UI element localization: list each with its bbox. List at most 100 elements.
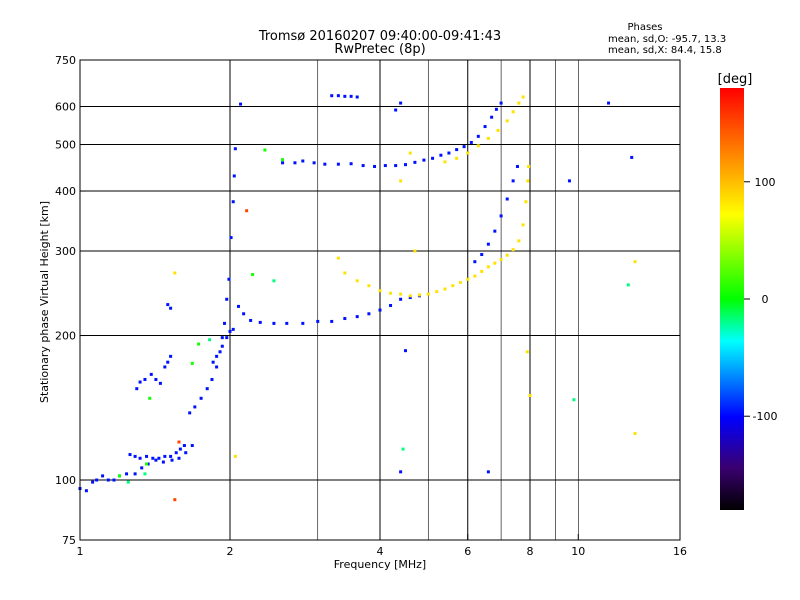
data-point [232,174,236,178]
data-point [215,365,219,369]
data-point [378,308,382,312]
data-point [483,125,487,129]
data-point [163,365,167,369]
data-point [403,349,407,353]
x-tick-label: 2 [227,545,234,558]
data-point [480,253,484,257]
data-point [511,110,515,114]
data-point [272,279,276,283]
data-point [138,380,142,384]
y-tick-label: 75 [62,534,76,547]
data-point [112,478,116,482]
data-point [218,350,222,354]
data-point [169,354,173,358]
data-point [399,297,403,301]
data-point [301,159,305,163]
data-point [157,456,161,460]
data-point [84,489,88,493]
data-point [413,249,417,253]
y-tick-label: 500 [55,139,76,152]
data-point [135,387,139,391]
data-point [480,269,484,273]
data-point [128,453,132,457]
data-point [383,164,387,168]
data-point [486,136,490,140]
data-point [154,377,158,381]
stats-line-x: mean, sd,X: 84.4, 15.8 [608,45,722,56]
data-point [426,292,430,296]
data-point [630,155,634,159]
y-tick-label: 100 [55,474,76,487]
data-point [373,164,377,168]
data-point [336,94,340,98]
data-point [251,273,255,277]
data-point [361,164,365,168]
data-point [173,271,177,275]
data-point [458,280,462,284]
data-point [158,381,162,385]
data-point [293,161,297,165]
data-point [169,306,173,310]
data-point [408,296,412,300]
data-point [633,260,637,264]
data-point [466,277,470,281]
data-point [349,94,353,98]
data-point [525,350,529,354]
data-point [229,236,233,240]
data-point [210,377,214,381]
data-point [190,361,194,365]
data-point [336,256,340,260]
data-point [572,398,576,402]
x-tick-label: 8 [527,545,534,558]
data-point [496,128,500,132]
data-point [443,160,447,164]
data-points [78,94,637,502]
data-point [422,158,426,162]
data-point [106,478,110,482]
data-point [493,229,497,233]
x-tick-label: 4 [377,545,384,558]
data-point [161,460,165,464]
y-axis-ticks: 75 100 200 300 400 500 600 750 [55,54,86,547]
data-point [197,342,201,346]
data-point [323,162,327,166]
data-point [163,454,167,458]
data-point [199,396,203,400]
data-point [249,318,253,322]
data-point [91,480,95,484]
data-point [367,284,371,288]
data-point [242,312,246,316]
data-point [205,387,209,391]
data-point [239,102,243,106]
data-point [417,293,421,297]
data-point [166,303,170,307]
data-point [177,440,181,444]
data-point [355,315,359,319]
data-point [607,101,611,105]
data-point [408,151,412,155]
data-point [188,411,192,415]
data-point [469,140,473,144]
y-tick-label: 300 [55,245,76,258]
data-point [223,321,227,325]
data-point [476,144,480,148]
data-point [515,164,519,168]
data-point [505,253,509,257]
data-point [473,260,477,264]
colorbar-tick-label: 100 [755,176,776,189]
data-point [527,164,531,168]
data-point [145,462,149,466]
data-point [336,162,340,166]
x-tick-label: 6 [464,545,471,558]
y-tick-label: 200 [55,330,76,343]
data-point [177,456,181,460]
data-point [521,223,525,227]
colorbar-tick-label: 0 [762,293,769,306]
data-point [399,470,403,474]
x-tick-label: 1 [77,545,84,558]
data-point [140,466,144,470]
data-point [231,327,235,331]
chart-title: Tromsø 20160207 09:40:00-09:41:43 [258,29,501,44]
data-point [233,454,237,458]
data-point [143,472,147,476]
